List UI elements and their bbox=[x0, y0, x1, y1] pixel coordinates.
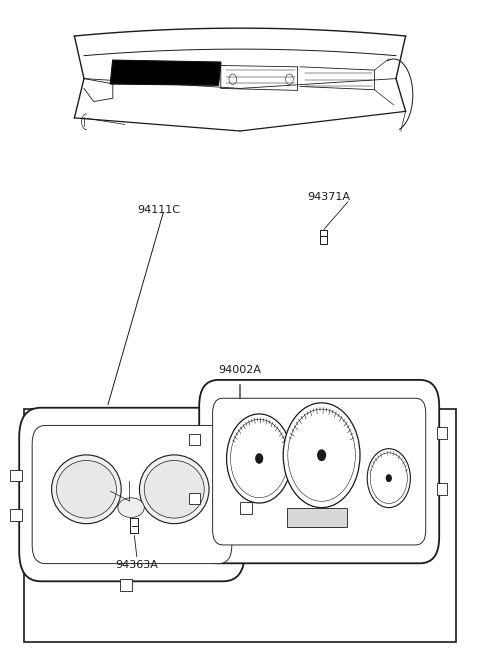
FancyBboxPatch shape bbox=[130, 518, 138, 533]
Ellipse shape bbox=[118, 498, 144, 517]
Text: 94111C: 94111C bbox=[137, 204, 180, 215]
Text: 94363A: 94363A bbox=[115, 560, 158, 570]
FancyBboxPatch shape bbox=[287, 508, 347, 527]
Text: 94002A: 94002A bbox=[218, 365, 262, 375]
FancyBboxPatch shape bbox=[10, 509, 22, 521]
Ellipse shape bbox=[144, 460, 204, 518]
Circle shape bbox=[386, 475, 391, 481]
FancyBboxPatch shape bbox=[10, 470, 22, 481]
FancyBboxPatch shape bbox=[32, 426, 232, 563]
Circle shape bbox=[227, 414, 292, 503]
Ellipse shape bbox=[57, 460, 117, 518]
FancyBboxPatch shape bbox=[189, 434, 200, 445]
FancyBboxPatch shape bbox=[199, 380, 439, 563]
Circle shape bbox=[283, 403, 360, 508]
Circle shape bbox=[230, 419, 288, 498]
Text: 94371A: 94371A bbox=[307, 191, 350, 202]
FancyBboxPatch shape bbox=[213, 398, 426, 545]
Bar bbox=[24, 409, 456, 642]
FancyBboxPatch shape bbox=[189, 493, 200, 504]
Circle shape bbox=[288, 409, 355, 501]
Circle shape bbox=[256, 454, 263, 463]
FancyBboxPatch shape bbox=[120, 579, 132, 591]
Circle shape bbox=[286, 74, 293, 84]
FancyBboxPatch shape bbox=[240, 502, 252, 514]
FancyBboxPatch shape bbox=[437, 427, 447, 439]
Circle shape bbox=[367, 449, 410, 508]
FancyBboxPatch shape bbox=[240, 466, 252, 478]
FancyBboxPatch shape bbox=[19, 407, 245, 582]
Ellipse shape bbox=[139, 455, 209, 524]
Circle shape bbox=[229, 74, 237, 84]
Circle shape bbox=[370, 453, 408, 504]
Polygon shape bbox=[110, 60, 221, 85]
FancyBboxPatch shape bbox=[437, 483, 447, 495]
Circle shape bbox=[318, 450, 325, 460]
Ellipse shape bbox=[52, 455, 121, 524]
FancyBboxPatch shape bbox=[320, 230, 327, 244]
